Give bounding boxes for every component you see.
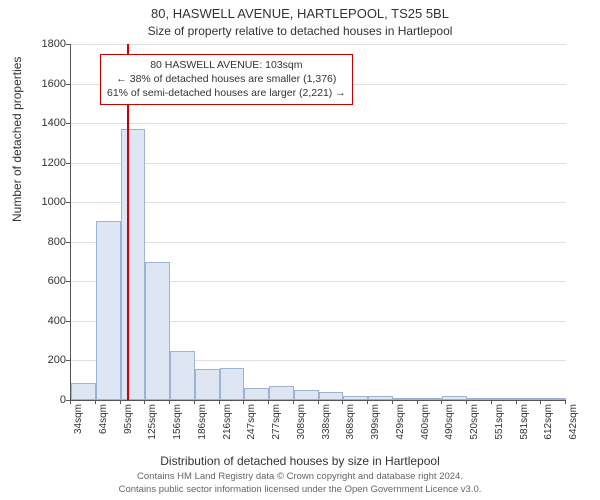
x-tick-mark: [219, 400, 220, 404]
y-tick-label: 800: [26, 236, 66, 248]
x-tick-mark: [95, 400, 96, 404]
y-tick-mark: [66, 360, 70, 361]
x-tick-mark: [243, 400, 244, 404]
x-tick-mark: [367, 400, 368, 404]
y-tick-mark: [66, 202, 70, 203]
x-tick-label: 64sqm: [98, 404, 109, 454]
x-tick-label: 247sqm: [246, 404, 257, 454]
info-box: 80 HASWELL AVENUE: 103sqm ← 38% of detac…: [100, 54, 353, 105]
footer-line-2: Contains public sector information licen…: [0, 484, 600, 496]
footer: Contains HM Land Registry data © Crown c…: [0, 471, 600, 496]
x-tick-mark: [120, 400, 121, 404]
histogram-bar: [244, 388, 269, 400]
title-main: 80, HASWELL AVENUE, HARTLEPOOL, TS25 5BL: [0, 6, 600, 21]
y-tick-mark: [66, 321, 70, 322]
plot-area: 80 HASWELL AVENUE: 103sqm ← 38% of detac…: [70, 44, 566, 401]
y-tick-mark: [66, 242, 70, 243]
histogram-bar: [343, 396, 368, 400]
x-tick-label: 490sqm: [444, 404, 455, 454]
histogram-bar: [492, 398, 517, 400]
x-tick-mark: [194, 400, 195, 404]
x-tick-mark: [565, 400, 566, 404]
histogram-bar: [418, 398, 443, 400]
x-tick-mark: [318, 400, 319, 404]
y-tick-mark: [66, 84, 70, 85]
y-tick-label: 1000: [26, 196, 66, 208]
x-tick-label: 125sqm: [147, 404, 158, 454]
histogram-bar: [319, 392, 344, 400]
y-tick-label: 1400: [26, 117, 66, 129]
x-tick-label: 95sqm: [123, 404, 134, 454]
gridline: [71, 44, 566, 45]
histogram-bar: [96, 221, 121, 400]
x-tick-label: 460sqm: [420, 404, 431, 454]
y-tick-mark: [66, 44, 70, 45]
x-tick-mark: [144, 400, 145, 404]
x-tick-label: 186sqm: [197, 404, 208, 454]
x-tick-label: 399sqm: [370, 404, 381, 454]
x-tick-label: 581sqm: [519, 404, 530, 454]
histogram-bar: [220, 368, 245, 400]
info-line-1: 80 HASWELL AVENUE: 103sqm: [107, 58, 346, 72]
x-tick-label: 642sqm: [568, 404, 579, 454]
histogram-bar: [145, 262, 170, 400]
x-tick-mark: [169, 400, 170, 404]
x-tick-label: 338sqm: [321, 404, 332, 454]
info-line-3: 61% of semi-detached houses are larger (…: [107, 86, 346, 100]
y-tick-label: 200: [26, 354, 66, 366]
gridline: [71, 202, 566, 203]
histogram-bar: [71, 383, 96, 400]
x-tick-mark: [70, 400, 71, 404]
gridline: [71, 163, 566, 164]
x-tick-mark: [540, 400, 541, 404]
x-tick-label: 216sqm: [222, 404, 233, 454]
x-tick-label: 277sqm: [271, 404, 282, 454]
x-tick-label: 612sqm: [543, 404, 554, 454]
gridline: [71, 242, 566, 243]
x-tick-mark: [293, 400, 294, 404]
info-line-2: ← 38% of detached houses are smaller (1,…: [107, 72, 346, 86]
y-tick-label: 400: [26, 315, 66, 327]
x-axis-label: Distribution of detached houses by size …: [0, 454, 600, 468]
title-sub: Size of property relative to detached ho…: [0, 24, 600, 38]
x-tick-label: 156sqm: [172, 404, 183, 454]
x-tick-mark: [417, 400, 418, 404]
y-tick-mark: [66, 123, 70, 124]
y-tick-label: 1600: [26, 78, 66, 90]
x-tick-mark: [268, 400, 269, 404]
x-tick-mark: [342, 400, 343, 404]
x-tick-label: 520sqm: [469, 404, 480, 454]
histogram-bar: [467, 398, 492, 400]
footer-line-1: Contains HM Land Registry data © Crown c…: [0, 471, 600, 483]
x-tick-label: 429sqm: [395, 404, 406, 454]
gridline: [71, 123, 566, 124]
y-tick-label: 1200: [26, 157, 66, 169]
x-tick-label: 308sqm: [296, 404, 307, 454]
x-tick-mark: [491, 400, 492, 404]
x-tick-label: 34sqm: [73, 404, 84, 454]
histogram-bar: [393, 398, 418, 400]
histogram-bar: [195, 369, 220, 400]
histogram-bar: [121, 129, 146, 400]
y-tick-label: 0: [26, 394, 66, 406]
x-tick-label: 368sqm: [345, 404, 356, 454]
x-tick-mark: [466, 400, 467, 404]
histogram-bar: [294, 390, 319, 400]
y-axis-label: Number of detached properties: [10, 57, 24, 222]
histogram-bar: [541, 398, 566, 400]
histogram-bar: [517, 398, 542, 400]
y-tick-label: 600: [26, 275, 66, 287]
histogram-bar: [170, 351, 195, 400]
histogram-bar: [442, 396, 467, 400]
x-tick-mark: [516, 400, 517, 404]
x-tick-label: 551sqm: [494, 404, 505, 454]
histogram-bar: [269, 386, 294, 400]
y-tick-mark: [66, 163, 70, 164]
y-tick-label: 1800: [26, 38, 66, 50]
x-tick-mark: [441, 400, 442, 404]
histogram-bar: [368, 396, 393, 400]
x-tick-mark: [392, 400, 393, 404]
y-tick-mark: [66, 281, 70, 282]
